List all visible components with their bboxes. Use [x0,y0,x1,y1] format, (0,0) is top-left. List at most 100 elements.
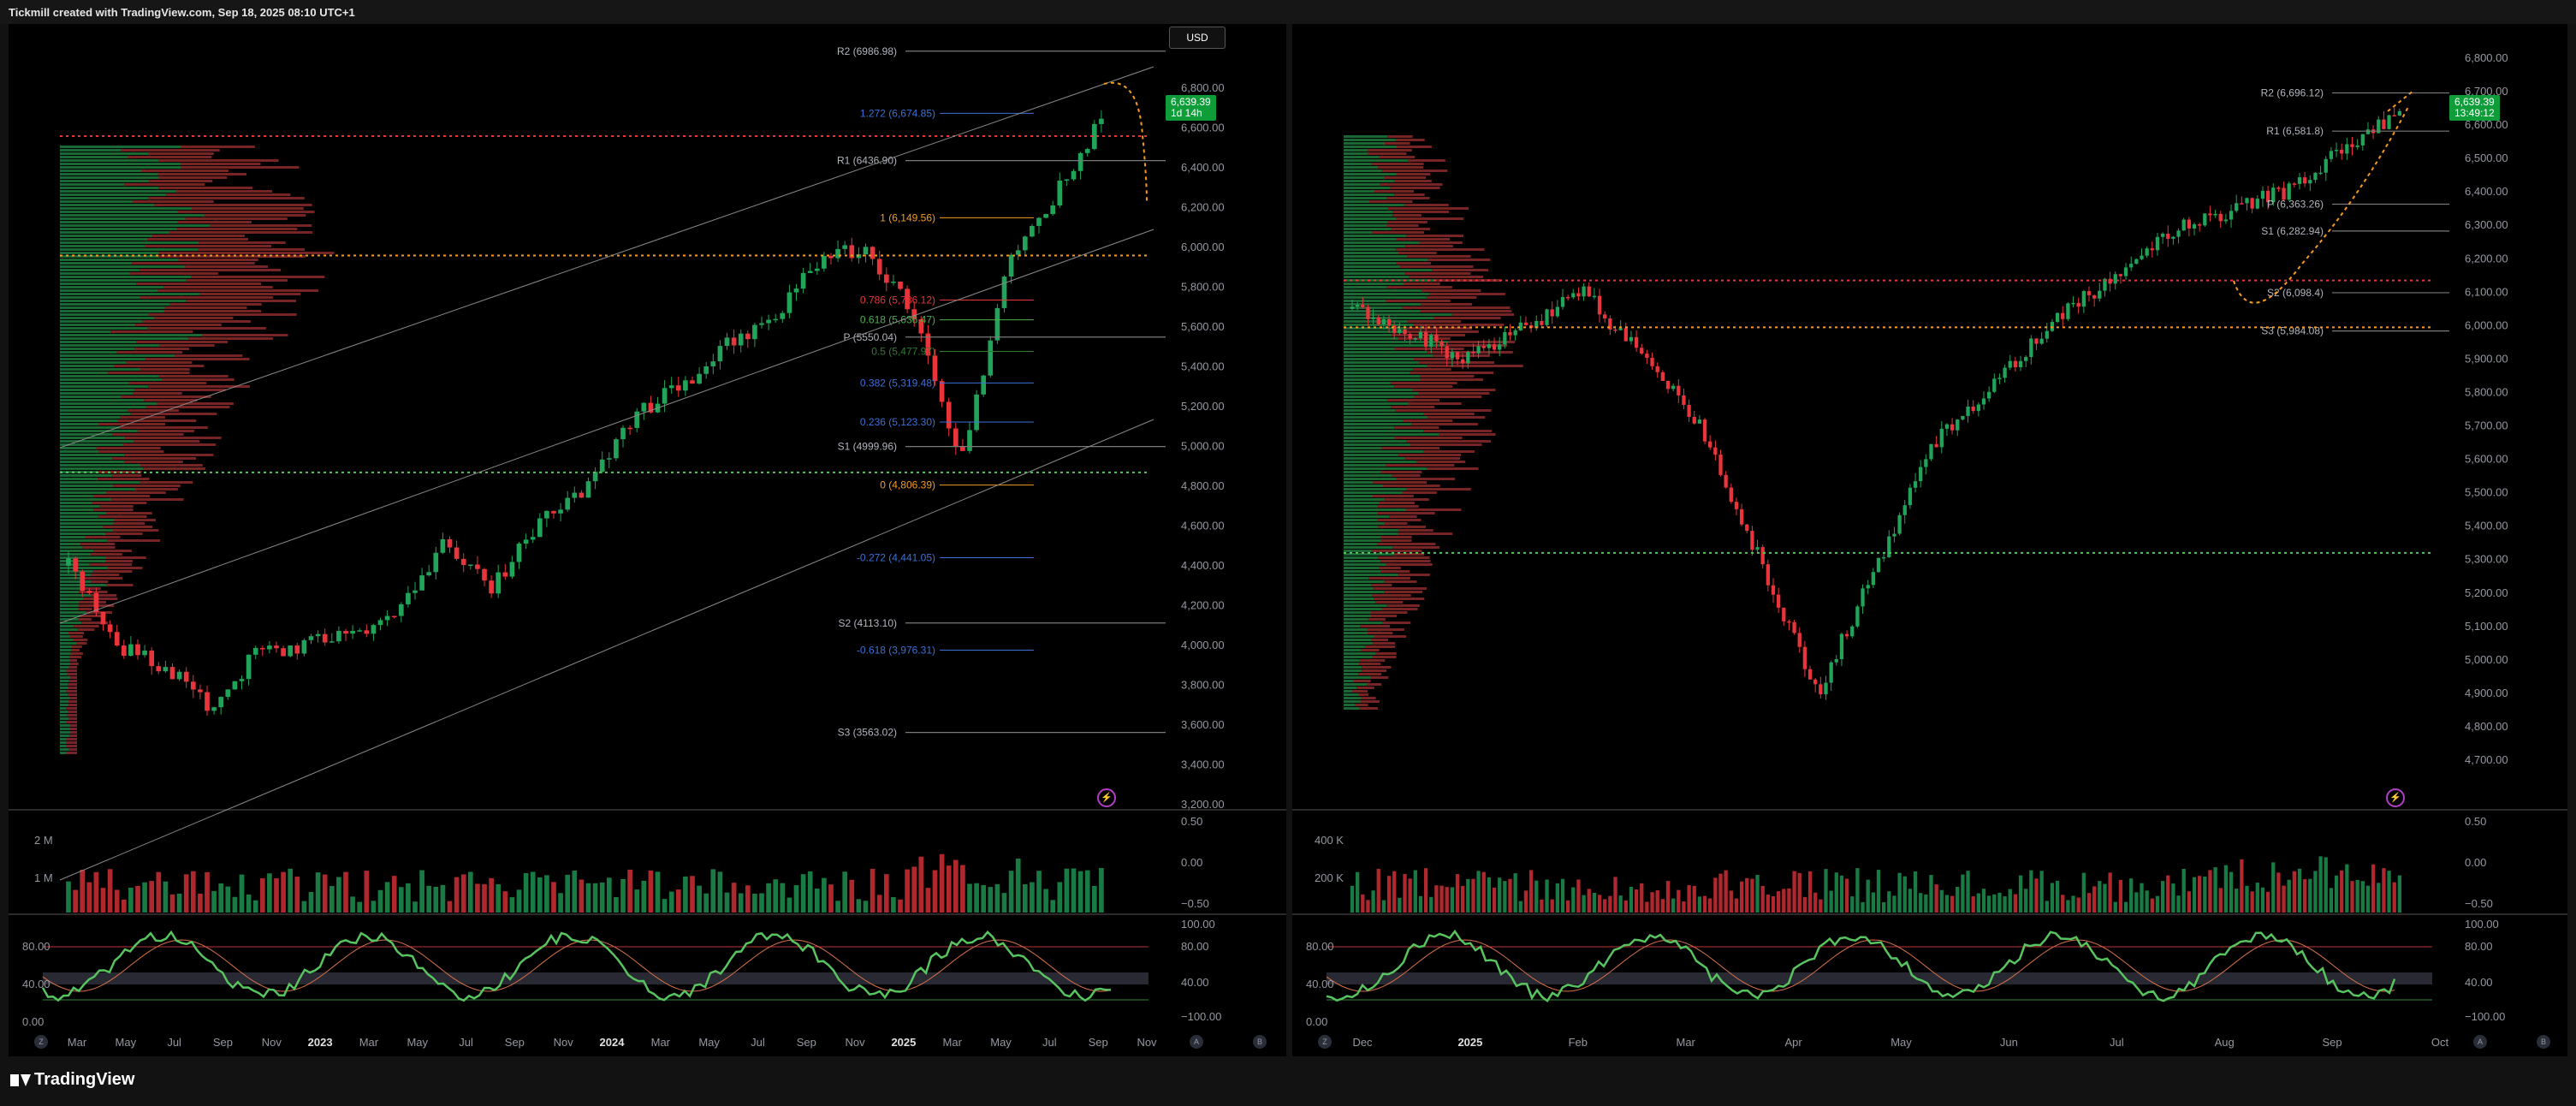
candle-body [1423,331,1428,348]
volume-bar [2255,883,2259,913]
volume-bar [1782,889,1786,913]
time-axis-label: Nov [262,1036,282,1049]
volume-profile-bar [60,639,74,641]
volume-profile-bar [60,392,134,395]
volume-profile-bar [1344,454,1399,456]
candle-body [1498,344,1502,350]
volume-profile-bar [1398,529,1433,532]
volume-profile-bar [60,443,124,446]
volume-profile-bar [164,306,247,309]
candle-body [2086,291,2092,295]
volume-profile-bar [1367,628,1404,631]
candle-body [1919,467,1923,482]
candle-body [1829,662,1833,683]
auto-scale-icon[interactable]: A [2473,1035,2487,1049]
volume-profile-bar [1344,443,1411,446]
auto-scale-icon[interactable]: A [1190,1035,1203,1049]
volume-bar [1450,887,1455,913]
flash-icon[interactable]: ⚡ [2386,788,2405,807]
candle-body [2118,274,2123,276]
candle-body [1961,415,1965,420]
volume-bar [1939,889,1944,913]
volume-profile-bar [1344,478,1397,480]
right-chart-svg[interactable]: 6,800.006,700.006,600.006,500.006,400.00… [1292,24,2567,1056]
volume-bar [2003,896,2007,913]
volume-profile-bar [186,300,296,302]
left-chart-panel[interactable]: 6,800.00 6,600.00 6,400.00 6,200.00 6,000.00… [9,24,1286,1056]
volume-profile-bar [1344,522,1385,525]
volume-profile-bar [113,522,145,525]
volume-profile-bar [60,628,78,631]
pivot-label: S1 (6,282.94) [2261,225,2324,237]
volume-bar [530,871,536,913]
bar-settings-icon[interactable]: B [1253,1035,1267,1049]
volume-bar [1929,875,1933,913]
volume-profile-bar [68,632,84,634]
time-axis-label: May [407,1036,428,1049]
volume-bar [1476,871,1481,913]
volume-bar [128,887,134,913]
flash-icon[interactable]: ⚡ [1097,788,1116,807]
candle-body [308,636,314,640]
volume-profile-bar [1344,467,1427,470]
volume-axis-label: 0.00 [1181,856,1202,869]
volume-profile-bar [1392,214,1422,217]
volume-bar [2377,883,2381,913]
logo-icon [10,1073,31,1086]
candle-body [2098,290,2102,299]
volume-profile-bar [1429,293,1505,295]
osc-axis-label: 40.00 [1181,976,1209,989]
volume-profile-bar [1344,334,1392,336]
volume-profile-bar [1380,560,1431,562]
candle-body [2013,360,2018,367]
right-chart-panel[interactable]: 6,800.00 6,700.00 6,600.00 6,500.00 6,400.00… [1292,24,2567,1056]
volume-profile-bar [60,731,71,734]
bar-settings-icon[interactable]: B [2537,1035,2550,1049]
volume-profile-bar [60,217,186,220]
candle-body [1729,487,1733,502]
time-axis-label: Mar [1677,1036,1696,1049]
volume-profile-bar [1344,608,1382,610]
candle-body [156,666,162,672]
volume-profile-bar [1420,378,1483,381]
volume-profile-bar [60,330,111,333]
volume-bar [288,868,294,913]
volume-bar [1834,872,1838,913]
volume-profile-bar [1394,180,1432,182]
candle-body [413,590,418,593]
volume-profile-bar [158,176,228,179]
currency-button[interactable]: USD [1169,27,1226,49]
volume-bar [1950,895,1955,913]
volume-bar [1613,877,1617,913]
volume-profile-bar [1344,601,1376,604]
volume-profile-bar [76,642,87,645]
volume-profile-bar [106,512,152,514]
candle-body [391,615,397,618]
volume-bar [1861,901,1865,913]
volume-bar [482,883,487,913]
volume-profile-bar [72,645,82,648]
volume-bar [2308,878,2312,913]
price-axis-label: 5,300.00 [2465,553,2508,566]
candle-body [135,644,140,656]
volume-profile-bar [1380,570,1410,573]
left-chart-svg[interactable]: 6,800.006,600.006,400.006,200.006,000.00… [9,24,1286,1056]
tradingview-logo[interactable]: TradingView [10,1070,134,1090]
candle-body [668,385,674,389]
volume-profile-bar [1391,406,1435,408]
volume-profile-bar [93,508,134,511]
volume-profile-bar [69,659,77,662]
volume-bar [766,883,771,913]
zoom-z-icon[interactable]: Z [34,1035,48,1049]
volume-profile-bar [60,680,69,682]
candle-body [371,625,377,634]
volume-profile-bar [1373,642,1396,645]
osc-axis-label: −100.00 [1181,1010,1221,1023]
volume-bar [1392,871,1397,913]
candle-body [329,641,335,643]
volume-profile-bar [60,724,71,727]
zoom-z-icon[interactable]: Z [1318,1035,1332,1049]
volume-profile-bar [1423,430,1493,432]
candle-body [2034,338,2039,344]
volume-bar [1708,898,1712,913]
